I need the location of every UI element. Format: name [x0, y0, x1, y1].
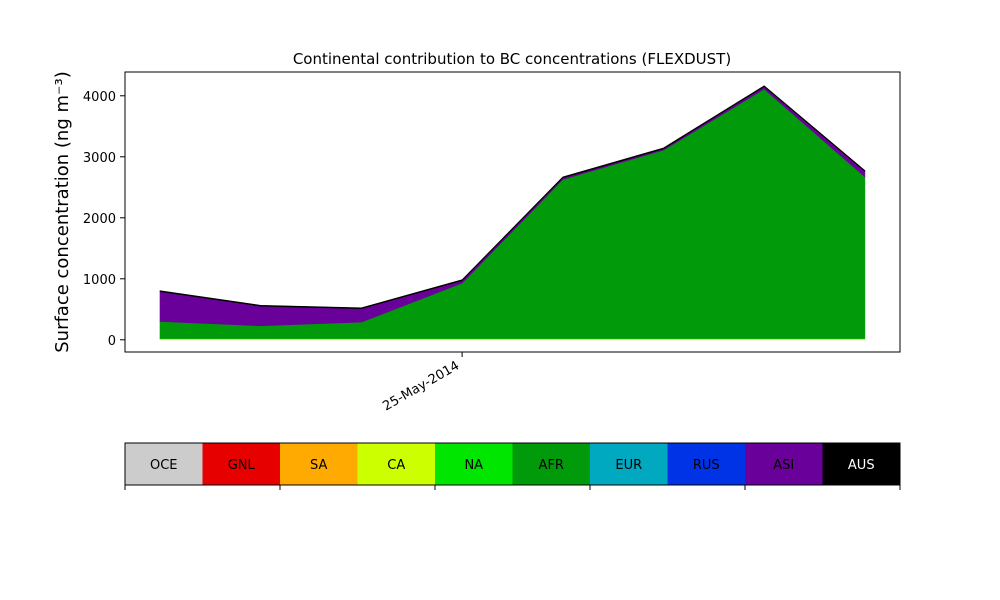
legend-label-eur: EUR	[615, 458, 642, 473]
legend-swatch-afr	[512, 443, 590, 485]
legend-label-oce: OCE	[150, 458, 178, 473]
x-tick-label: 25-May-2014	[380, 358, 462, 414]
y-tick-label: 1000	[83, 273, 116, 288]
y-tick-label: 0	[108, 334, 116, 349]
legend-swatch-ca	[357, 443, 435, 485]
legend-label-asi: ASI	[773, 458, 794, 473]
legend-swatch-asi	[745, 443, 823, 485]
legend-swatch-sa	[280, 443, 358, 485]
area-aus	[159, 85, 866, 310]
legend-swatch-eur	[590, 443, 668, 485]
legend-label-afr: AFR	[539, 458, 564, 473]
legend-swatch-aus	[822, 443, 900, 485]
legend-label-sa: SA	[310, 458, 327, 473]
area-afr	[159, 88, 866, 339]
colorbar-frame	[124, 442, 901, 486]
legend-label-rus: RUS	[693, 458, 720, 473]
legend-label-na: NA	[464, 458, 483, 473]
legend-swatch-rus	[667, 443, 745, 485]
legend-label-ca: CA	[387, 458, 405, 473]
legend-swatch-na	[435, 443, 513, 485]
chart-title: Continental contribution to BC concentra…	[293, 50, 731, 68]
y-tick-label: 2000	[83, 212, 116, 227]
y-tick-label: 4000	[83, 90, 116, 105]
legend-swatch-gnl	[202, 443, 280, 485]
stacked-areas	[159, 85, 866, 341]
legend-label-aus: AUS	[848, 458, 875, 473]
region-colorbar: OCE GNL SA CA NA AFR EUR RUS ASI AUS	[124, 442, 901, 490]
legend-swatch-oce	[125, 443, 203, 485]
y-tick-label: 3000	[83, 151, 116, 166]
y-axis-label: Surface concentration (ng m⁻³)	[52, 71, 73, 353]
plot-frame	[124, 71, 901, 353]
x-axis-ticks: 25-May-2014	[380, 352, 463, 414]
y-axis-ticks: 0 1000 2000 3000 4000	[83, 90, 125, 349]
legend-label-gnl: GNL	[228, 458, 256, 473]
